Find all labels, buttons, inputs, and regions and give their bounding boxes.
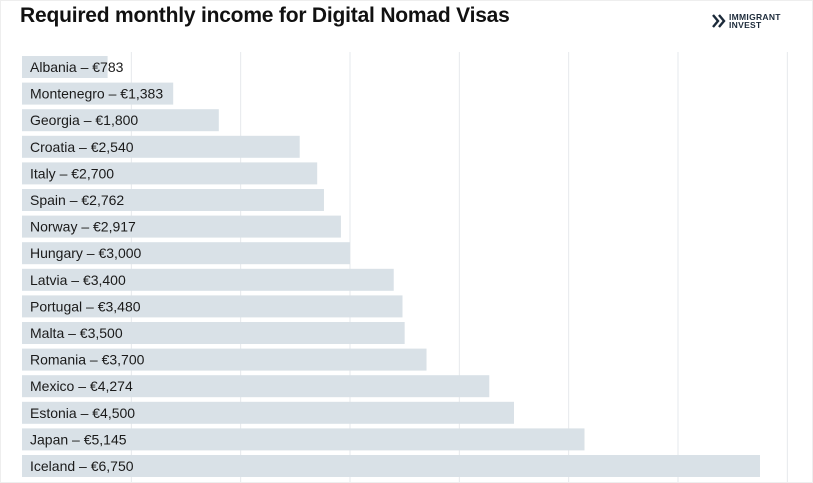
bar-label-portugal: Portugal – €3,480 [30,298,141,314]
bar-spain [22,189,324,211]
bar-portugal [22,295,403,318]
logo-line-1: IMMIGRANT [729,12,781,22]
bar-label-iceland: Iceland – €6,750 [30,458,134,474]
bar-label-albania: Albania – €783 [30,59,124,75]
bar-label-georgia: Georgia – €1,800 [30,112,138,128]
bar-montenegro [22,82,174,105]
bar-norway [22,215,341,238]
double-chevron-right-icon [712,13,726,29]
bar-malta [22,322,405,344]
bar-romania [22,348,427,371]
bar-label-montenegro: Montenegro – €1,383 [30,86,163,102]
bar-mexico [22,375,490,398]
bar-label-croatia: Croatia – €2,540 [30,139,134,155]
bar-croatia [22,135,300,158]
brand-logo: IMMIGRANT INVEST [712,13,781,29]
bar-label-italy: Italy – €2,700 [30,165,114,181]
bar-italy [22,162,318,185]
bar-hungary [22,242,350,265]
bar-label-latvia: Latvia – €3,400 [30,272,126,288]
logo-line-2: INVEST [729,20,762,30]
bar-label-malta: Malta – €3,500 [30,325,123,341]
bar-label-romania: Romania – €3,700 [30,352,145,368]
bar-label-norway: Norway – €2,917 [30,219,136,235]
bar-label-spain: Spain – €2,762 [30,192,124,208]
bar-georgia [22,109,219,132]
bar-label-estonia: Estonia – €4,500 [30,405,135,421]
bar-label-japan: Japan – €5,145 [30,431,127,447]
bar-albania [22,56,108,78]
bar-japan [22,428,585,451]
bar-label-mexico: Mexico – €4,274 [30,378,133,394]
bar-label-hungary: Hungary – €3,000 [30,245,142,261]
bar-estonia [22,401,514,424]
chart-title: Required monthly income for Digital Noma… [20,4,510,27]
bar-latvia [22,268,394,291]
bar-iceland [22,455,760,477]
